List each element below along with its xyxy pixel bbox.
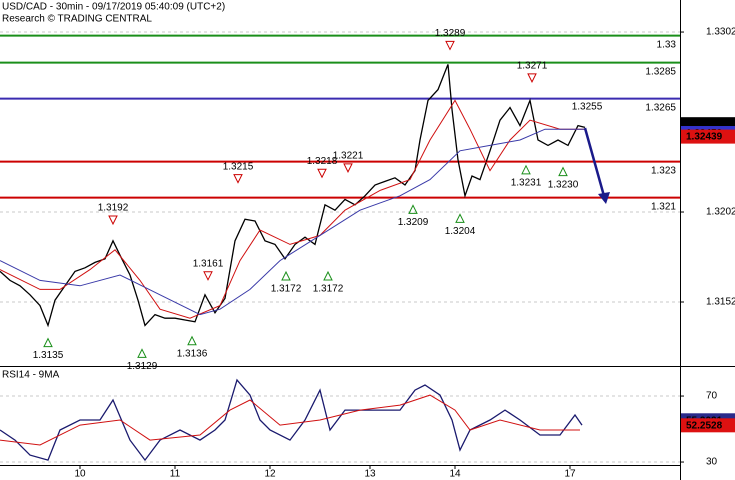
annotation-label: 1.3192 <box>98 203 129 214</box>
annotation-label: 1.3172 <box>271 284 302 295</box>
annotation-label: 1.3231 <box>511 177 542 188</box>
series-line <box>0 378 583 462</box>
projection-arrow <box>583 127 606 197</box>
annotation-label: 1.3289 <box>435 28 466 39</box>
level-label: 1.321 <box>651 201 676 212</box>
rsi-title: RSI14 - 9MA <box>2 370 60 381</box>
projection-arrowhead <box>598 192 610 204</box>
annotation-label: 1.3172 <box>313 284 344 295</box>
y-tick-label: 70 <box>706 391 718 402</box>
annotation-label: 1.3209 <box>398 217 429 228</box>
high-marker <box>317 168 327 179</box>
chart-title: USD/CAD - 30min - 09/17/2019 05:40:09 (U… <box>2 2 225 13</box>
annotation-label: 1.3215 <box>223 161 254 172</box>
series-line <box>0 128 585 316</box>
last-value-label: 1.32508 <box>686 119 723 130</box>
series-line <box>0 64 586 328</box>
level-label: 1.33 <box>657 39 677 50</box>
last-value-box <box>681 418 735 433</box>
x-tick-label: 14 <box>449 469 461 480</box>
annotation-label: 1.3218 <box>307 156 338 167</box>
annotation-label: 1.3161 <box>193 258 224 269</box>
x-tick-label: 11 <box>170 469 181 480</box>
level-label: 1.3265 <box>645 102 676 113</box>
x-tick-label: 10 <box>74 469 86 480</box>
high-marker <box>108 215 118 226</box>
last-value-label: 1.32439 <box>686 132 723 143</box>
y-tick-label: 1.3302 <box>706 27 735 38</box>
annotation-label: 1.3135 <box>33 350 64 361</box>
x-tick-label: 17 <box>564 469 576 480</box>
low-marker <box>558 166 568 177</box>
annotation-label: 1.3221 <box>333 150 364 161</box>
level-label: 1.323 <box>651 165 676 176</box>
last-value-label: 52.2528 <box>686 420 723 431</box>
level-label: 1.3285 <box>645 66 676 77</box>
annotation-label: 1.3136 <box>177 348 208 359</box>
x-tick-label: 12 <box>264 469 276 480</box>
high-marker <box>527 73 537 83</box>
chart-subtitle: Research © TRADING CENTRAL <box>2 14 152 25</box>
high-marker <box>445 40 455 51</box>
low-marker <box>521 164 531 175</box>
annotation-label: 1.3255 <box>572 101 603 112</box>
low-marker <box>323 270 333 281</box>
low-marker <box>187 335 197 346</box>
low-marker <box>455 213 465 223</box>
last-value-box <box>681 129 735 144</box>
high-marker <box>233 174 243 184</box>
low-marker <box>137 348 147 358</box>
plot: 1.3302 1.3202 1.3152 10 11 12 13 14 17 1.33 1.3285… <box>0 27 735 480</box>
high-marker <box>343 163 353 173</box>
annotation-label: 1.3271 <box>517 60 548 71</box>
annotation-label: 1.3230 <box>548 179 579 190</box>
annotation-label: 1.3129 <box>127 361 158 372</box>
y-tick-label: 30 <box>706 457 718 468</box>
series-line <box>0 99 585 319</box>
annotation-label: 1.3204 <box>445 226 476 237</box>
series-line <box>0 394 580 446</box>
y-tick-label: 1.3202 <box>706 207 735 218</box>
x-tick-label: 13 <box>364 469 376 480</box>
y-tick-label: 1.3152 <box>706 297 735 308</box>
low-marker <box>408 204 418 214</box>
low-marker <box>281 270 291 281</box>
low-marker <box>43 337 53 348</box>
high-marker <box>203 271 213 281</box>
